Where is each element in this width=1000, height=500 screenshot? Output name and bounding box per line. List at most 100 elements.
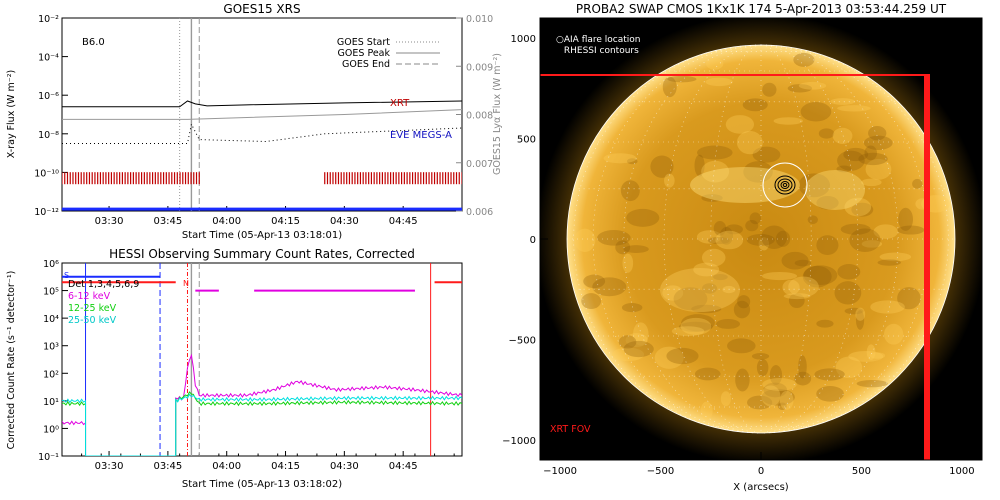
- dark-region: [912, 178, 923, 189]
- dark-region: [863, 135, 893, 151]
- bright-region: [701, 248, 726, 267]
- hessi-n-marker: N: [183, 279, 189, 288]
- solar-limb: [566, 44, 956, 434]
- legend-12-25: 12-25 keV: [68, 303, 117, 314]
- heliographic-grid: [567, 44, 955, 434]
- dark-region: [777, 402, 787, 410]
- x-tick-label: 04:45: [389, 461, 418, 472]
- hessi-y-axis: 10⁶ 10⁵ 10⁴ 10³ 10² 10¹ 10⁰ 10⁻¹: [38, 259, 68, 463]
- dark-region: [666, 347, 699, 365]
- dark-region: [719, 226, 734, 245]
- rhessi-contours: [774, 175, 796, 195]
- y-tick-label: 10⁻¹²: [34, 207, 59, 218]
- bright-region: [611, 347, 645, 362]
- dark-region: [694, 154, 705, 177]
- bright-region: [671, 326, 705, 337]
- y-tick-label: 10⁰: [43, 424, 59, 435]
- dark-region: [787, 84, 813, 93]
- active-region: [660, 268, 740, 312]
- dark-region: [592, 277, 627, 297]
- dark-region: [781, 251, 809, 270]
- dark-region: [673, 287, 708, 311]
- hessi-x-axis-label: Start Time (05-Apr-13 03:18:02): [182, 479, 342, 490]
- dark-region: [623, 340, 654, 358]
- x-tick-label: 1000: [949, 466, 974, 477]
- dark-region: [597, 230, 631, 246]
- dark-region: [794, 259, 812, 267]
- active-region: [805, 170, 865, 210]
- bright-region: [696, 230, 722, 244]
- y-tick-label: 1000: [511, 34, 536, 45]
- bright-region: [574, 228, 596, 252]
- bright-region: [680, 317, 712, 335]
- dark-region: [837, 263, 861, 280]
- bright-region: [830, 98, 855, 105]
- legend-goes-end: GOES End: [342, 59, 390, 70]
- x-tick-label: 0: [758, 466, 764, 477]
- bright-region: [625, 333, 648, 348]
- dark-region: [855, 310, 865, 330]
- goes-left-axis: 10⁻² 10⁻⁴ 10⁻⁶ 10⁻⁸ 10⁻¹⁰ 10⁻¹²: [34, 14, 68, 218]
- x-tick-label: 04:45: [389, 216, 418, 227]
- bright-region: [866, 344, 876, 361]
- swap-y-axis: 1000 500 0 −500 −1000: [502, 34, 548, 447]
- legend-rhessi: ○RHESSI contours: [556, 46, 639, 56]
- x-tick-label: 04:15: [271, 461, 300, 472]
- bright-region: [779, 390, 794, 410]
- y-tick-label: 10⁻⁸: [38, 130, 59, 141]
- bright-region: [837, 105, 871, 112]
- dark-region: [745, 219, 759, 232]
- legend-rhessi-label: RHESSI contours: [564, 46, 639, 56]
- dark-region: [864, 145, 878, 161]
- bright-region: [870, 300, 905, 314]
- legend-goes-peak: GOES Peak: [338, 48, 391, 59]
- bright-region: [701, 160, 730, 183]
- dark-region: [807, 215, 818, 224]
- dark-region: [626, 208, 660, 227]
- solar-texture: [574, 52, 951, 420]
- bright-region: [835, 356, 863, 379]
- y-tick-label: 10¹: [43, 397, 59, 408]
- goes-left-axis-label: X-ray Flux (W m⁻²): [6, 70, 17, 159]
- dark-region: [798, 355, 807, 379]
- bright-region: [832, 127, 853, 144]
- legend-aia-symbol: ○: [556, 35, 564, 45]
- dark-region: [849, 228, 881, 253]
- dark-region: [794, 371, 812, 386]
- bright-region: [720, 391, 731, 407]
- dark-region: [702, 283, 718, 294]
- series-12-25-kev: [62, 391, 462, 456]
- xrt-fov-edge: [924, 75, 930, 460]
- swap-panel: PROBA2 SWAP CMOS 1Kx1K 174 5-Apr-2013 03…: [502, 2, 983, 493]
- dark-region: [735, 368, 750, 392]
- dark-region: [856, 379, 888, 388]
- hessi-plot-frame: [61, 262, 463, 457]
- hessi-legend: Det 1,3,4,5,6,9 6-12 keV 12-25 keV 25-50…: [68, 279, 139, 326]
- bright-region: [762, 377, 797, 391]
- dark-region: [733, 300, 751, 319]
- dark-region: [844, 307, 864, 315]
- dark-region: [620, 180, 640, 202]
- bright-region: [783, 293, 811, 300]
- x-tick-label: 03:45: [153, 461, 182, 472]
- bright-region: [700, 401, 713, 420]
- swap-title: PROBA2 SWAP CMOS 1Kx1K 174 5-Apr-2013 03…: [576, 2, 947, 16]
- dark-region: [816, 385, 844, 402]
- swap-image: XRT FOV ○AIA flare location ○RHESSI cont…: [540, 18, 982, 460]
- dark-region: [737, 295, 751, 309]
- dark-region: [626, 158, 638, 165]
- legend-aia-label: AIA flare location: [564, 35, 641, 45]
- x-tick-label: 03:30: [95, 461, 124, 472]
- dark-region: [800, 101, 832, 122]
- dark-region: [756, 358, 769, 377]
- dark-region: [834, 281, 862, 305]
- bright-region: [782, 279, 800, 295]
- dark-region: [691, 304, 722, 314]
- dark-region: [746, 234, 775, 246]
- bright-region: [654, 346, 684, 369]
- x-tick-label: 03:45: [153, 216, 182, 227]
- bright-region: [633, 322, 649, 346]
- y-tick-label: 10⁻¹⁰: [34, 168, 59, 179]
- aia-flare-location-circle: [762, 162, 808, 208]
- active-region: [690, 167, 800, 203]
